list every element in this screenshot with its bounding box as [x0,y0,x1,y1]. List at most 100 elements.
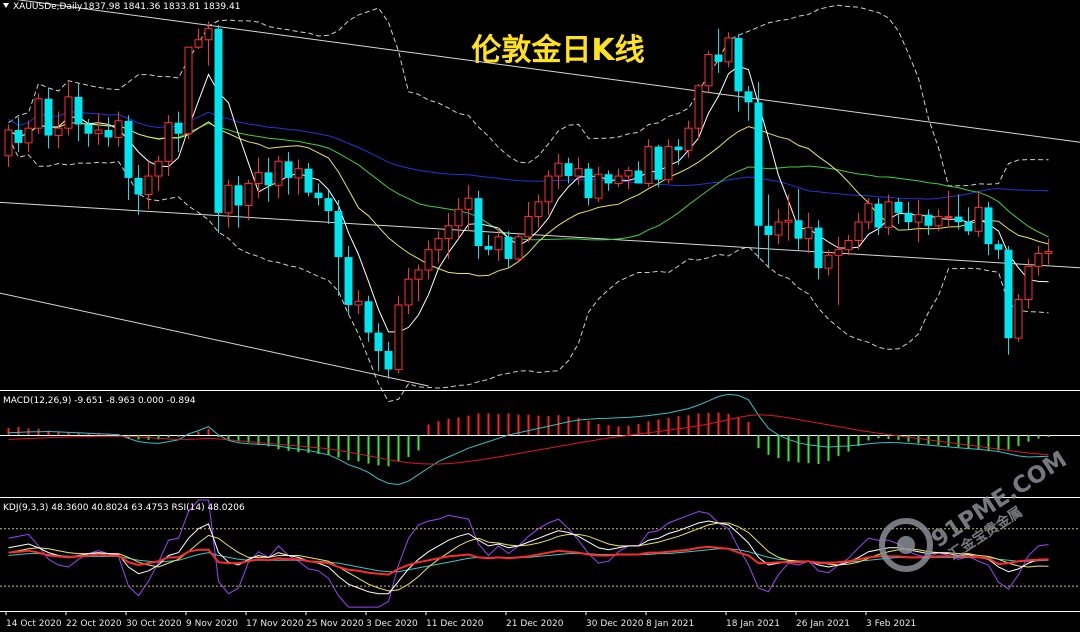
candle-body [124,120,133,178]
candle-body [524,216,533,238]
candle [434,231,443,263]
candle-body [44,98,53,136]
candle-body [64,96,73,129]
candle-body [254,171,263,184]
candle [734,34,743,112]
candle-body [294,168,303,179]
candle [74,83,83,142]
candle [544,170,553,215]
candle-body [564,163,573,177]
candle [64,82,73,136]
candle-body [374,332,383,352]
candle-body [724,37,733,63]
candle-body [74,96,83,125]
channel-lower-line [0,292,429,387]
candle-body [274,160,283,186]
bollinger-lower-band [8,137,1049,403]
candle [584,163,593,206]
candle [284,152,293,195]
collapse-triangle-icon[interactable] [3,3,9,8]
candle-body [694,85,703,129]
candle [754,82,763,259]
candle [874,198,883,235]
candle-body [424,249,433,271]
candle [374,323,383,372]
candle-body [1004,249,1013,339]
candle [1034,246,1043,276]
bollinger-bands [8,4,1049,403]
kdj-j-line [8,499,1049,608]
candle-body [914,214,923,223]
candle-body [164,122,173,162]
candle [994,240,1003,259]
candle-body [314,192,323,199]
candle [644,139,653,188]
candle-body [844,240,853,251]
candle [624,166,633,189]
candle [304,163,313,197]
candle-body [304,168,313,193]
time-tick-label: 25 Nov 2020 [306,619,364,629]
candle [1044,238,1053,265]
candle-body [4,129,13,157]
candle [764,194,773,269]
candle [114,111,123,147]
candle [974,190,983,237]
candle [314,183,323,206]
candle [854,212,863,250]
candle [214,25,223,234]
candle [44,87,53,149]
time-tick-label: 11 Dec 2020 [426,619,484,629]
time-tick-label: 22 Oct 2020 [66,619,122,629]
symbol-label: XAUUSDe,Daily [13,2,83,12]
candle-body [634,170,643,184]
candle [954,194,963,230]
candle-body [354,300,363,306]
candle [464,185,473,232]
candle [424,240,433,280]
candle-body [714,54,723,62]
candle [744,85,753,121]
candle-body [14,130,23,143]
candle-body [834,249,843,256]
candle-body [554,162,563,177]
candle [784,194,793,241]
candle [664,139,673,184]
candle [884,194,893,235]
macd-line [8,393,1049,486]
candle [554,153,563,189]
candle-body [184,46,193,135]
candle-body [34,98,43,129]
time-tick-label: 9 Nov 2020 [186,619,238,629]
candle [504,231,513,269]
candle [124,115,133,200]
candle [294,159,303,195]
candle-body [464,197,473,210]
candle [694,83,703,140]
candle-body [94,129,103,135]
candle [244,179,253,221]
candle-body [364,301,373,333]
candle-body [204,28,213,41]
candle [934,209,943,232]
candle [1004,246,1013,355]
candle-body [504,236,513,259]
candle-body [954,216,963,223]
time-tick-label: 18 Jan 2021 [726,619,780,629]
candle-body [574,168,583,177]
candle-body [444,225,453,240]
candle [604,170,613,191]
watermark-logo-center-icon [897,536,915,554]
candle-body [734,37,743,92]
candle [354,290,363,315]
candle [524,201,533,243]
candle [984,201,993,256]
candle-body [814,227,823,269]
macd-indicator [0,393,1080,486]
candle-body [624,170,633,177]
candle [184,46,193,140]
candle [24,120,33,153]
candle-body [884,201,893,229]
candle-body [484,246,493,250]
